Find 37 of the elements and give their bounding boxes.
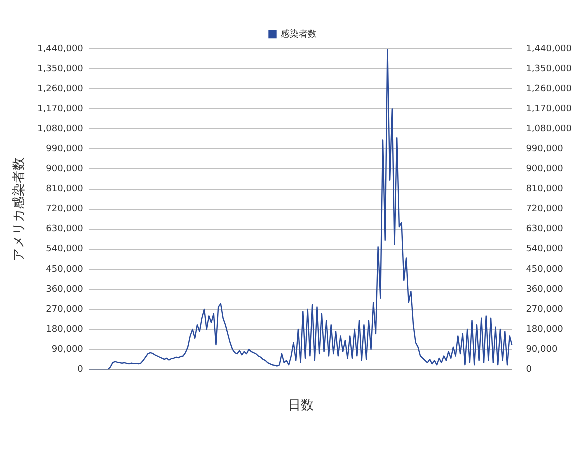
y2-tick-label: 990,000 [526,144,564,155]
y-tick-label: 0 [78,364,84,375]
y-tick-label: 1,260,000 [38,84,84,94]
y-tick-label: 1,080,000 [38,124,84,134]
y-tick-label: 540,000 [46,244,84,255]
y2-tick-label: 270,000 [526,304,564,315]
y2-tick-label: 450,000 [526,264,564,275]
y2-tick-label: 1,440,000 [526,44,572,54]
y-tick-label: 900,000 [46,164,84,175]
y-tick-label: 90,000 [52,344,84,355]
y-tick-label: 270,000 [46,304,84,315]
y-tick-label: 1,350,000 [38,64,84,74]
y2-tick-label: 180,000 [526,324,564,335]
y2-tick-label: 0 [526,364,532,375]
y2-tick-label: 360,000 [526,284,564,295]
x-axis-title: 日数 [288,398,314,414]
y2-tick-label: 630,000 [526,224,564,235]
y2-tick-label: 720,000 [526,204,564,215]
y-tick-label: 810,000 [46,184,84,195]
y2-tick-label: 540,000 [526,244,564,255]
y-tick-label: 720,000 [46,204,84,215]
legend-label: 感染者数 [280,28,317,40]
y-tick-label: 990,000 [46,144,84,155]
y-tick-label: 180,000 [46,324,84,335]
y2-tick-label: 1,170,000 [526,104,572,114]
y-tick-label: 360,000 [46,284,84,295]
y-tick-label: 630,000 [46,224,84,235]
y-tick-label: 450,000 [46,264,84,275]
y2-tick-label: 1,260,000 [526,84,572,94]
y2-tick-label: 90,000 [526,344,558,355]
y2-tick-label: 1,080,000 [526,124,572,134]
y2-tick-label: 810,000 [526,184,564,195]
y2-tick-label: 900,000 [526,164,564,175]
y-tick-label: 1,170,000 [38,104,84,114]
y-axis-title: アメリカ感染者数 [12,157,28,262]
y2-tick-label: 1,350,000 [526,64,572,74]
y-tick-label: 1,440,000 [38,44,84,54]
